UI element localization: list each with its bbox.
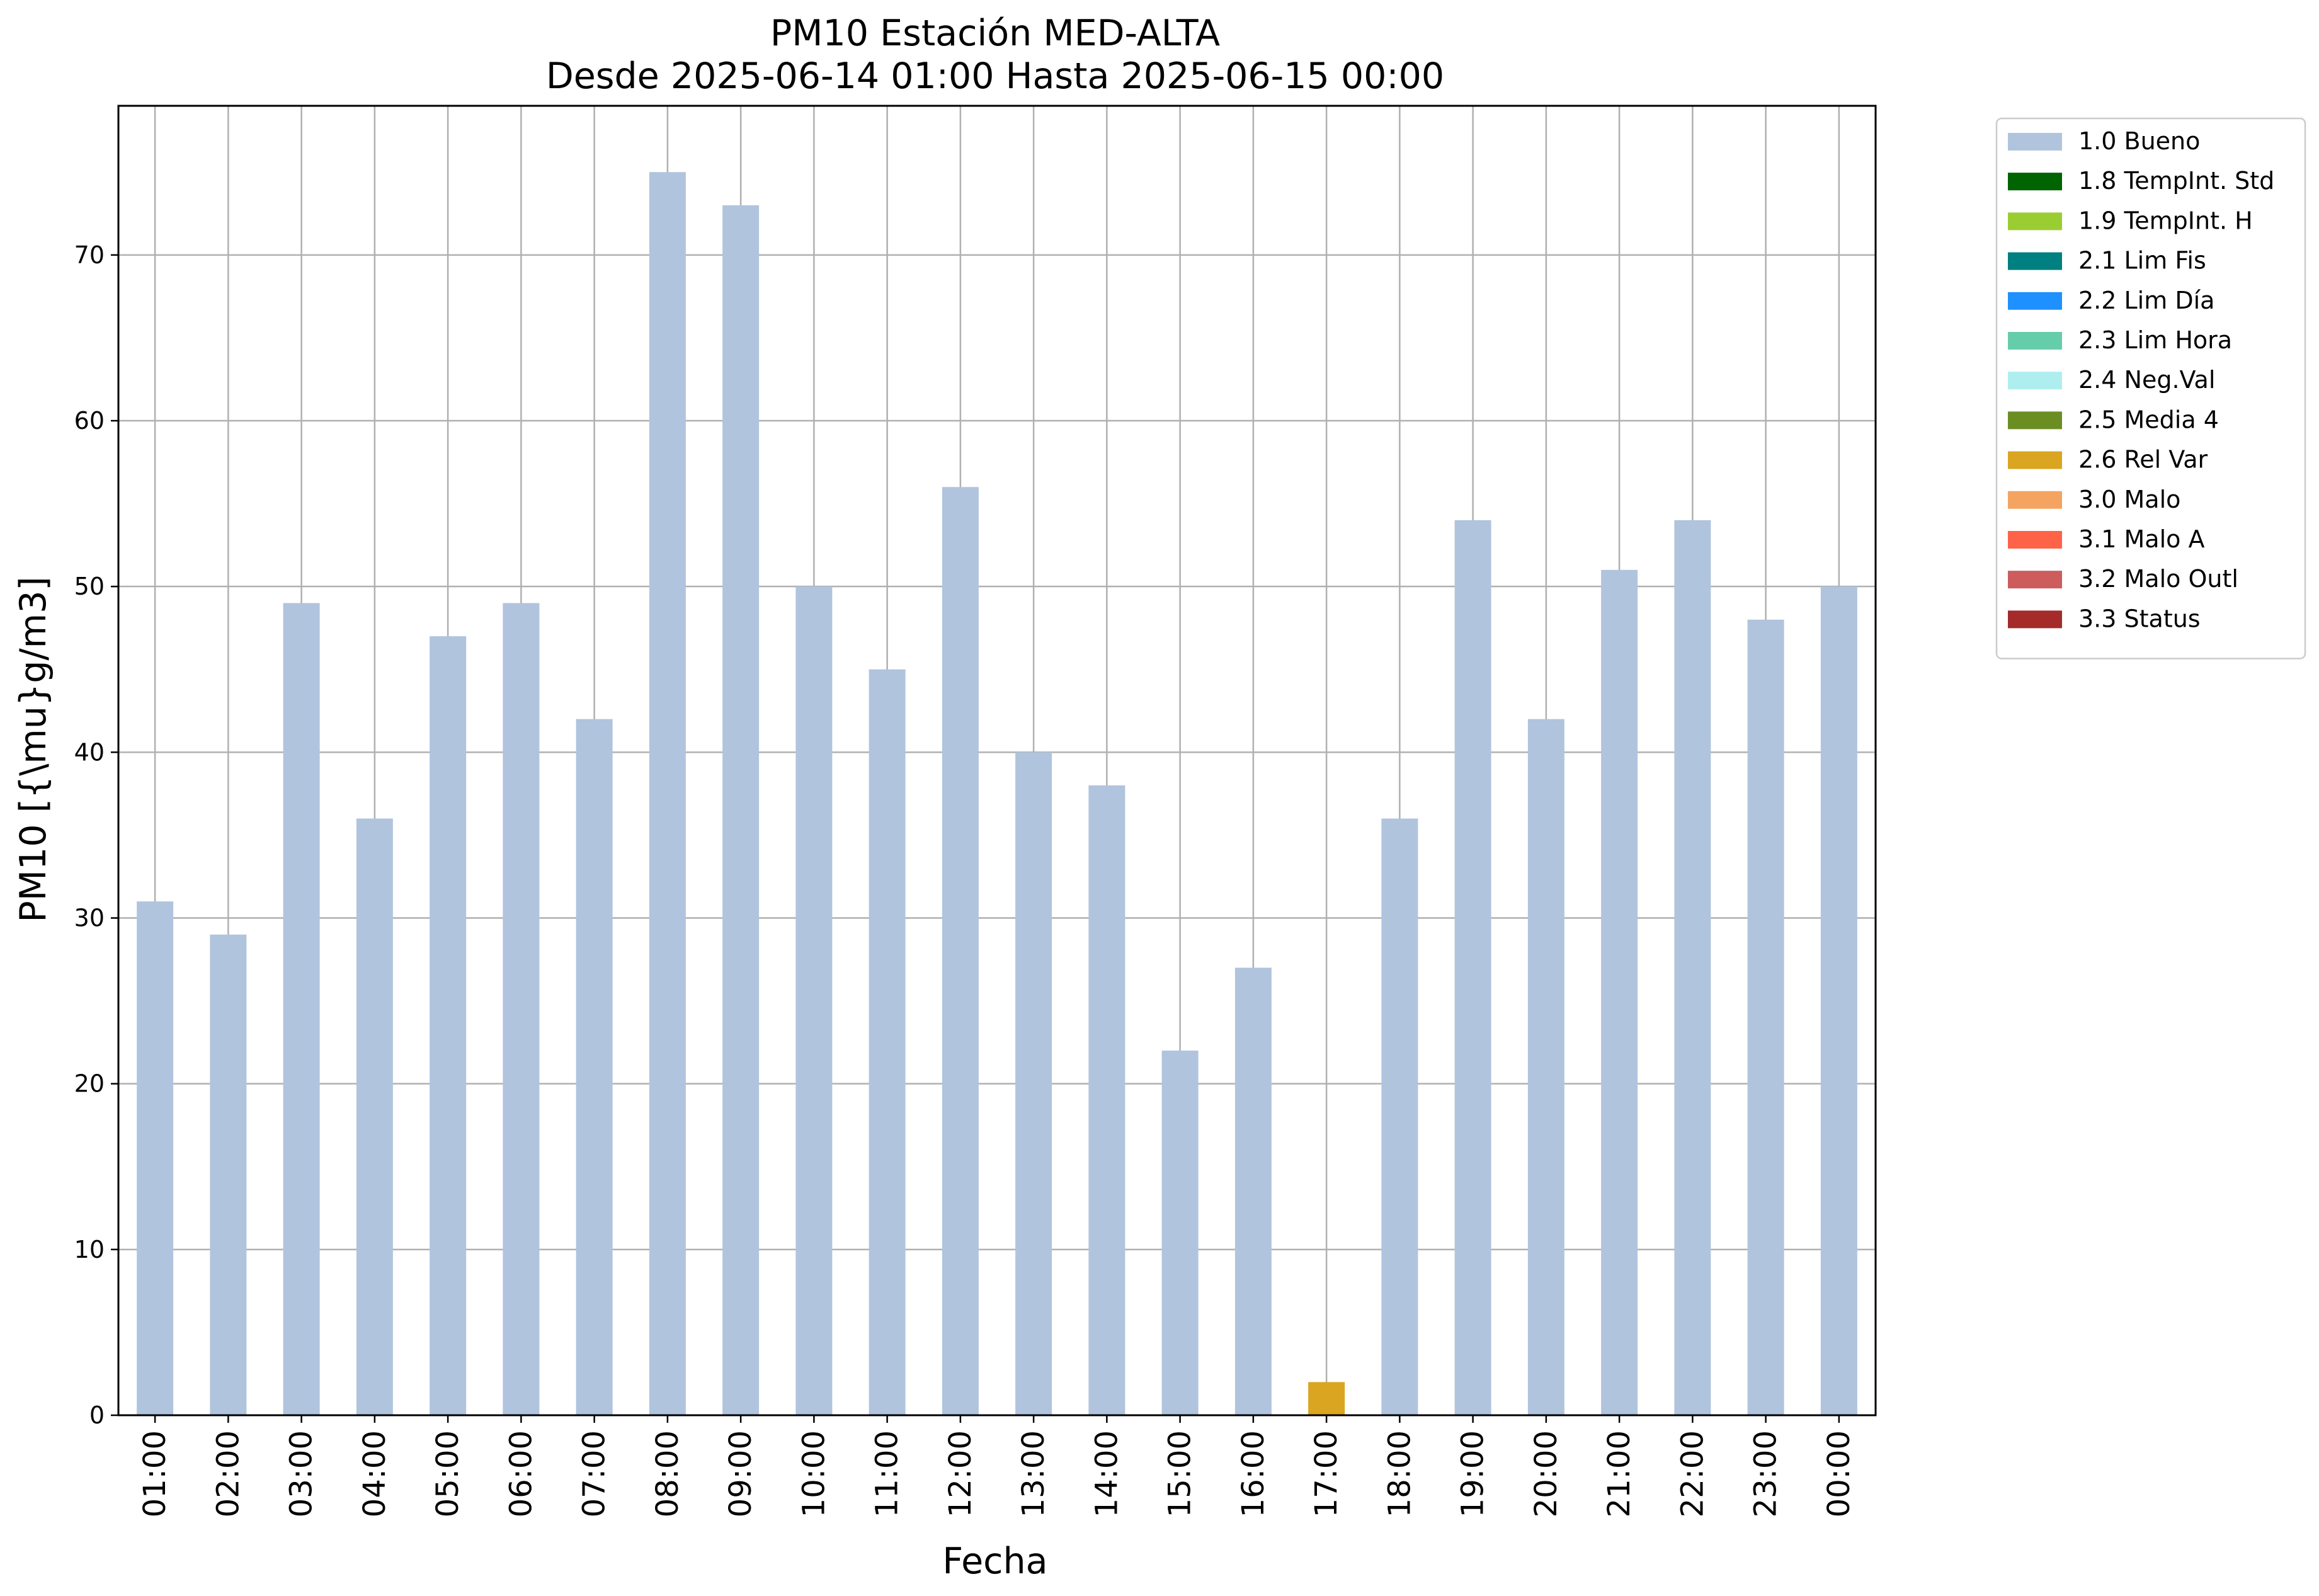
plot-area-frame <box>117 105 1877 1416</box>
legend: 1.0 Bueno 1.8 TempInt. Std 1.9 TempInt. H 2… <box>1995 117 2306 659</box>
x-tick-label: 03:00 <box>284 1430 319 1517</box>
bar-23:00 <box>1747 619 1784 1416</box>
bar-07:00 <box>576 719 613 1415</box>
bar-03:00 <box>283 603 320 1415</box>
bar-17:00 <box>1308 1382 1345 1415</box>
bar-01:00 <box>137 901 174 1415</box>
legend-swatch <box>2008 133 2062 151</box>
legend-label: 2.6 Rel Var <box>2078 446 2208 474</box>
bar-04:00 <box>356 818 393 1415</box>
x-tick-label: 12:00 <box>943 1430 978 1517</box>
legend-box <box>1995 117 2306 659</box>
chart-subtitle: Desde 2025-06-14 01:00 Hasta 2025-06-15 … <box>546 55 1444 97</box>
bar-13:00 <box>1015 752 1052 1415</box>
x-tick-label: 23:00 <box>1748 1430 1784 1517</box>
x-tick-label: 01:00 <box>137 1430 173 1517</box>
bar-06:00 <box>503 603 540 1415</box>
bar-14:00 <box>1088 785 1125 1415</box>
bars <box>137 172 1857 1416</box>
y-tick-label: 10 <box>74 1236 105 1263</box>
bar-11:00 <box>869 669 906 1415</box>
x-tick-label: 15:00 <box>1163 1430 1198 1517</box>
legend-swatch <box>2008 292 2062 310</box>
x-tick-label: 14:00 <box>1089 1430 1124 1517</box>
bar-09:00 <box>722 205 760 1416</box>
legend-swatch <box>2008 372 2062 390</box>
y-tick-label: 0 <box>89 1401 105 1429</box>
x-tick-label: 09:00 <box>723 1430 758 1517</box>
y-tick-label: 20 <box>74 1070 105 1098</box>
legend-swatch <box>2008 451 2062 469</box>
bar-22:00 <box>1674 520 1711 1415</box>
bar-21:00 <box>1601 569 1638 1415</box>
y-tick-label: 50 <box>74 573 105 600</box>
x-tick-label: 07:00 <box>577 1430 612 1517</box>
x-tick-label: 13:00 <box>1016 1430 1051 1517</box>
legend-label: 3.1 Malo A <box>2078 525 2204 553</box>
legend-label: 1.8 TempInt. Std <box>2078 167 2274 195</box>
y-tick-label: 60 <box>74 407 105 435</box>
legend-label: 2.2 Lim Día <box>2078 287 2214 314</box>
bar-10:00 <box>795 586 833 1415</box>
x-tick-label: 00:00 <box>1821 1430 1857 1517</box>
x-tick-label: 17:00 <box>1309 1430 1344 1517</box>
y-tick-label: 30 <box>74 904 105 932</box>
bar-08:00 <box>649 172 686 1415</box>
bar-12:00 <box>942 487 979 1415</box>
bar-20:00 <box>1527 719 1564 1415</box>
legend-label: 1.0 Bueno <box>2078 127 2200 155</box>
bar-05:00 <box>430 636 467 1415</box>
x-tick-label: 08:00 <box>650 1430 685 1517</box>
x-tick-label: 04:00 <box>357 1430 392 1517</box>
y-axis-label: PM10 [{\mu}g/m3] <box>13 576 54 922</box>
y-axis: 0 10 20 30 40 50 60 70 <box>74 241 118 1429</box>
x-tick-label: 20:00 <box>1529 1430 1564 1517</box>
legend-swatch <box>2008 173 2062 191</box>
legend-swatch <box>2008 531 2062 549</box>
legend-label: 3.0 Malo <box>2078 486 2180 513</box>
x-tick-label: 16:00 <box>1236 1430 1271 1517</box>
legend-label: 3.2 Malo Outl <box>2078 565 2238 593</box>
x-tick-label: 05:00 <box>430 1430 465 1517</box>
bar-18:00 <box>1381 818 1418 1415</box>
legend-label: 1.9 TempInt. H <box>2078 207 2253 234</box>
bar-16:00 <box>1234 967 1272 1415</box>
x-tick-label: 21:00 <box>1602 1430 1637 1517</box>
x-tick-label: 02:00 <box>210 1430 246 1517</box>
bar-02:00 <box>210 934 247 1415</box>
x-tick-label: 19:00 <box>1456 1430 1491 1517</box>
x-tick-label: 11:00 <box>870 1430 905 1517</box>
bar-00:00 <box>1820 586 1857 1415</box>
legend-label: 3.3 Status <box>2078 605 2201 632</box>
x-tick-label: 06:00 <box>503 1430 538 1517</box>
legend-swatch <box>2008 332 2062 350</box>
legend-label: 2.3 Lim Hora <box>2078 326 2232 354</box>
legend-swatch <box>2008 491 2062 509</box>
bar-19:00 <box>1454 520 1491 1415</box>
legend-swatch <box>2008 212 2062 231</box>
y-tick-label: 70 <box>74 241 105 269</box>
x-tick-label: 22:00 <box>1675 1430 1710 1517</box>
x-tick-label: 10:00 <box>796 1430 831 1517</box>
legend-swatch <box>2008 252 2062 270</box>
x-axis: 01:00 02:00 03:00 04:00 05:00 06:00 07:00 08:00… <box>137 1415 1857 1517</box>
legend-swatch <box>2008 411 2062 430</box>
x-tick-label: 18:00 <box>1382 1430 1417 1517</box>
legend-label: 2.5 Media 4 <box>2078 406 2219 433</box>
bar-15:00 <box>1161 1051 1199 1415</box>
chart-title: PM10 Estación MED-ALTA <box>770 13 1220 54</box>
legend-swatch <box>2008 610 2062 629</box>
legend-swatch <box>2008 571 2062 589</box>
legend-label: 2.4 Neg.Val <box>2078 366 2215 394</box>
legend-label: 2.1 Lim Fis <box>2078 247 2206 275</box>
x-axis-label: Fecha <box>942 1541 1047 1582</box>
y-tick-label: 40 <box>74 738 105 766</box>
